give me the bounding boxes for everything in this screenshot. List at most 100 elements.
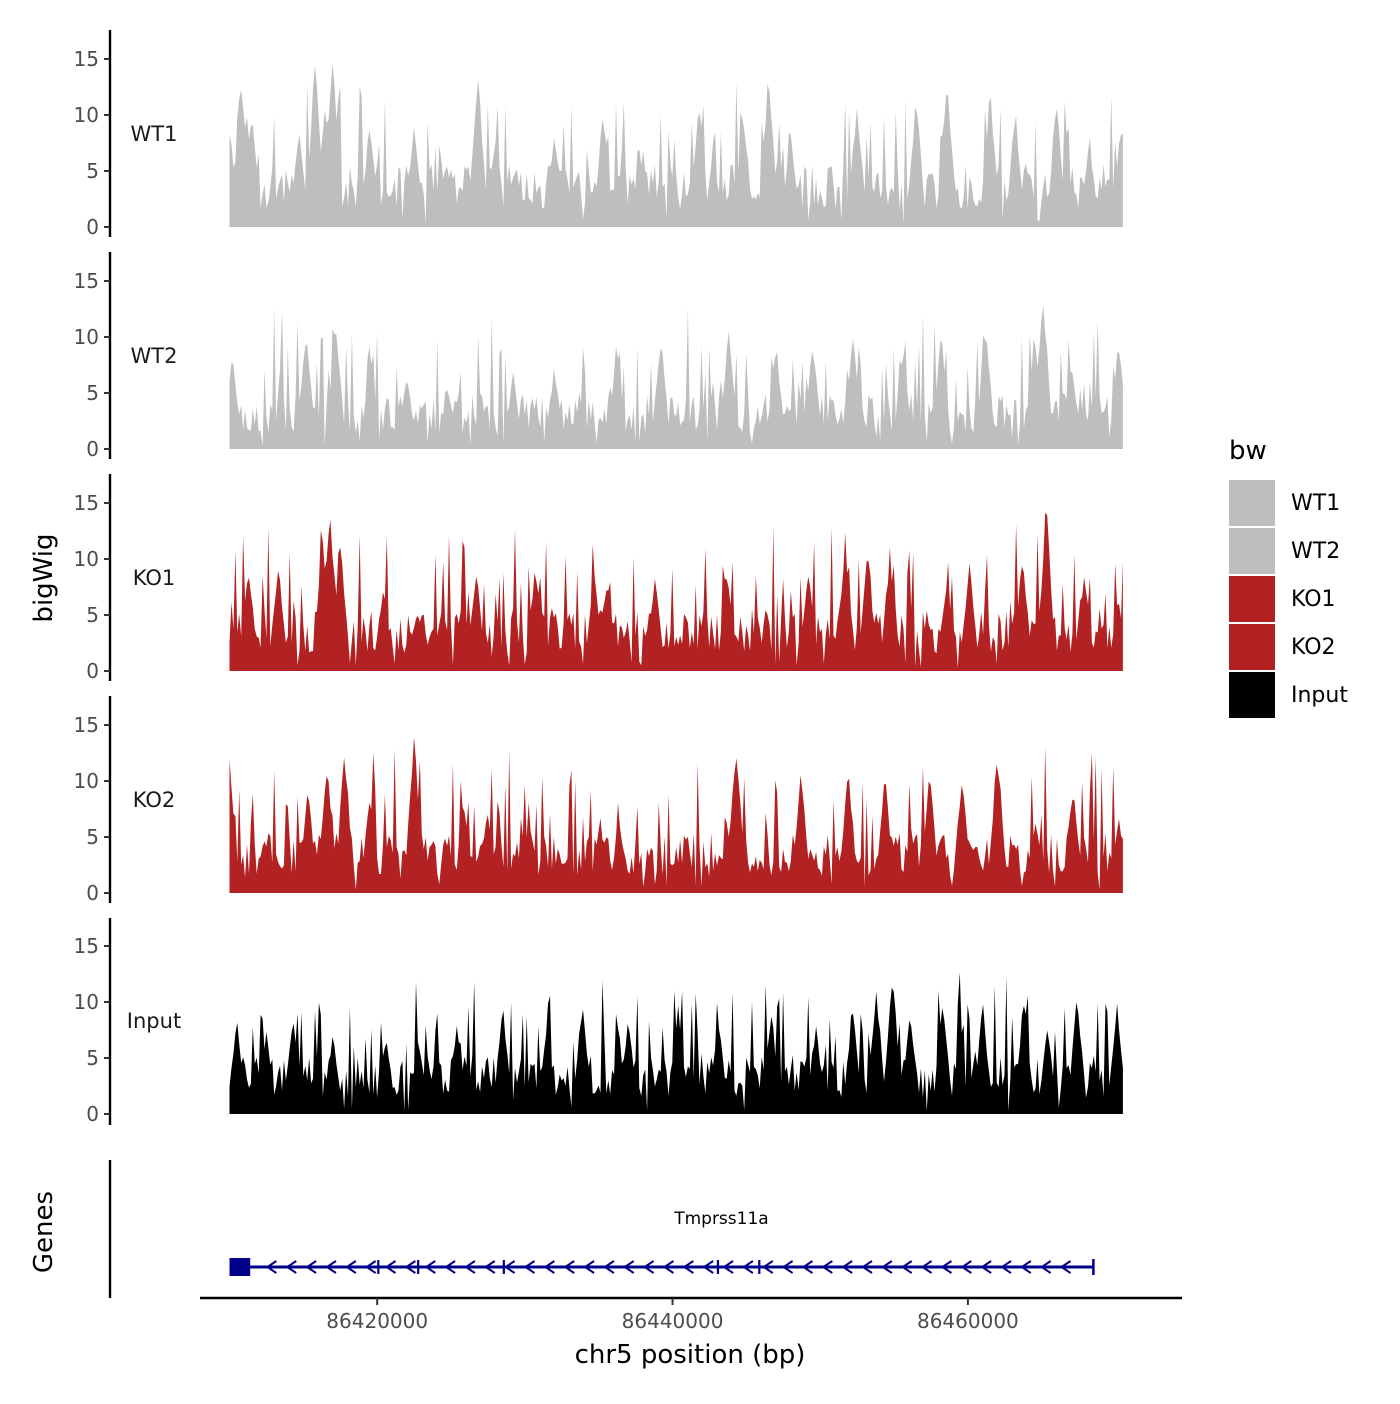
legend-label: WT1 <box>1291 491 1340 516</box>
strand-arrow-icon <box>305 1260 317 1274</box>
legend-swatch <box>1229 624 1275 670</box>
gene-exon <box>758 1260 761 1274</box>
signal-area-ko2 <box>229 736 1123 893</box>
strand-arrow-icon <box>682 1260 694 1274</box>
strand-arrow-icon <box>841 1260 853 1274</box>
genes-panel: Tmprss11a <box>108 1160 1095 1298</box>
y-tick-label: 10 <box>74 990 99 1014</box>
strand-arrow-icon <box>563 1260 575 1274</box>
track-ko2: 0 5 10 15 KO2 <box>74 696 1123 905</box>
y-tick-label: 15 <box>74 269 99 293</box>
signal-area-input <box>229 972 1123 1114</box>
strand-arrow-icon <box>861 1260 873 1274</box>
strand-arrow-icon <box>265 1260 277 1274</box>
track-wt2: 0 5 10 15 WT2 <box>74 252 1123 461</box>
y-tick-label: 15 <box>74 491 99 515</box>
strand-arrow-icon <box>503 1260 516 1274</box>
strand-arrow-icon <box>821 1260 833 1274</box>
strand-arrow-icon <box>940 1260 952 1274</box>
strand-arrow-icon <box>464 1260 476 1274</box>
legend-swatch <box>1229 576 1275 622</box>
y-tick-label: 10 <box>74 547 99 571</box>
gene-exon <box>716 1260 720 1274</box>
legend-label: KO2 <box>1291 635 1336 660</box>
y-tick-label: 5 <box>86 825 99 849</box>
y-tick-label: 5 <box>86 603 99 627</box>
strand-arrow-icon <box>424 1260 436 1274</box>
strand-arrow-icon <box>384 1260 397 1274</box>
strand-arrow-icon <box>761 1260 774 1274</box>
signal-area-wt1 <box>229 64 1123 227</box>
strand-arrow-icon <box>1039 1260 1052 1274</box>
signal-area-ko1 <box>229 512 1123 671</box>
y-tick-label: 0 <box>86 881 99 905</box>
y-tick-label: 5 <box>86 1046 99 1070</box>
strand-arrow-icon <box>345 1260 357 1274</box>
strand-arrow-icon <box>881 1260 893 1274</box>
legend-item-wt1: WT1 <box>1229 480 1340 526</box>
legend-swatch <box>1229 528 1275 574</box>
strand-arrow-icon <box>523 1260 536 1274</box>
y-tick-label: 10 <box>74 103 99 127</box>
legend-label: KO1 <box>1291 587 1336 612</box>
strand-arrow-icon <box>781 1260 794 1274</box>
gene-name-label: Tmprss11a <box>673 1209 769 1229</box>
strand-arrow-icon <box>980 1260 992 1274</box>
track-ko1: 0 5 10 15 KO1 <box>74 474 1123 683</box>
y-tick-label: 0 <box>86 437 99 461</box>
track-label-wt1: WT1 <box>131 122 178 146</box>
strand-arrow-icon <box>662 1260 675 1274</box>
x-axis: 86420000 86440000 86460000 <box>200 1296 1182 1333</box>
strand-arrow-icon <box>1020 1260 1032 1274</box>
strand-arrow-icon <box>1059 1260 1072 1274</box>
strand-arrow-icon <box>325 1260 337 1274</box>
strand-arrow-icon <box>444 1260 456 1274</box>
y-tick-label: 5 <box>86 159 99 183</box>
x-axis-title: chr5 position (bp) <box>575 1340 806 1370</box>
strand-arrow-icon <box>622 1260 635 1274</box>
y-tick-label: 10 <box>74 325 99 349</box>
y-tick-label: 15 <box>74 47 99 71</box>
track-label-wt2: WT2 <box>131 344 178 368</box>
y-tick-label: 0 <box>86 1102 99 1126</box>
legend-label: WT2 <box>1291 539 1340 564</box>
track-label-input: Input <box>127 1009 181 1033</box>
y-tick-label: 10 <box>74 769 99 793</box>
track-input: 0 5 10 15 Input <box>74 918 1123 1126</box>
gene-exon <box>502 1260 505 1274</box>
y-tick-label: 0 <box>86 659 99 683</box>
y-tick-label: 5 <box>86 381 99 405</box>
strand-arrow-icon <box>404 1260 416 1274</box>
signal-area-wt2 <box>229 305 1123 449</box>
strand-arrow-icon <box>900 1260 913 1274</box>
strand-arrow-icon <box>483 1260 496 1274</box>
legend-label: Input <box>1291 683 1348 708</box>
strand-arrow-icon <box>603 1260 615 1274</box>
strand-arrow-icon <box>583 1260 595 1274</box>
strand-arrow-icon <box>801 1260 813 1274</box>
legend-item-input: Input <box>1229 672 1348 718</box>
track-label-ko1: KO1 <box>133 566 176 590</box>
y-tick-label: 0 <box>86 215 99 239</box>
strand-arrow-icon <box>742 1260 754 1274</box>
x-tick-label: 86460000 <box>917 1309 1019 1333</box>
legend-item-wt2: WT2 <box>1229 528 1340 574</box>
legend-item-ko1: KO1 <box>1229 576 1336 622</box>
strand-arrow-icon <box>920 1260 933 1274</box>
strand-arrow-icon <box>364 1260 377 1274</box>
legend: WT1 WT2 KO1 KO2 Input <box>1229 480 1348 718</box>
track-label-ko2: KO2 <box>133 788 176 812</box>
legend-title: bw <box>1229 436 1267 466</box>
tracks-group: 0 5 10 15 WT1 0 5 10 15 WT2 0 5 10 15 KO1 0 5 10 15 KO2 0 5 10… <box>74 30 1123 1126</box>
y-axis-title: bigWig <box>29 533 59 622</box>
strand-arrow-icon <box>722 1260 734 1274</box>
y-tick-label: 15 <box>74 713 99 737</box>
strand-arrow-icon <box>960 1260 972 1274</box>
legend-item-ko2: KO2 <box>1229 624 1336 670</box>
x-tick-label: 86420000 <box>326 1309 428 1333</box>
y-tick-label: 15 <box>74 934 99 958</box>
track-wt1: 0 5 10 15 WT1 <box>74 30 1123 239</box>
legend-swatch <box>1229 672 1275 718</box>
